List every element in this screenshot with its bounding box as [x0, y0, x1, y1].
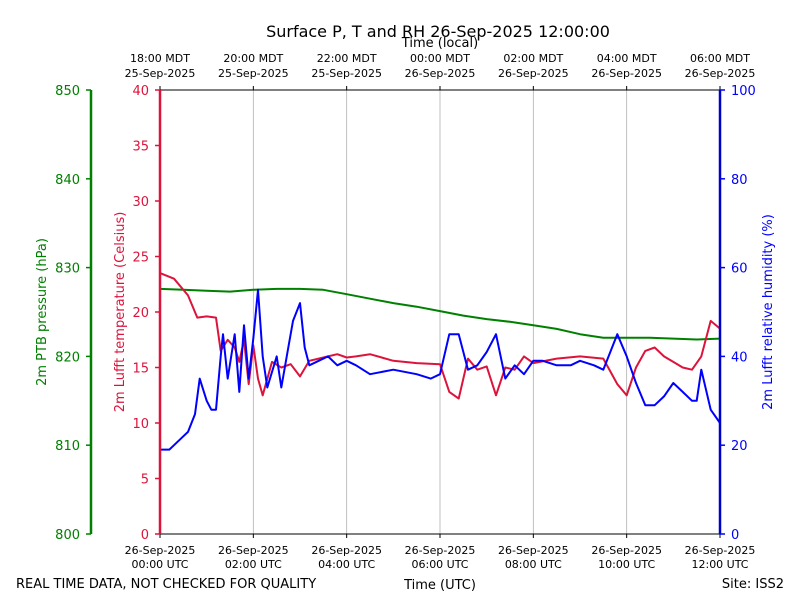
x-tick-label-time: 10:00 UTC [598, 558, 655, 571]
x-tick-label-time: 08:00 UTC [505, 558, 562, 571]
humidity-tick-label: 20 [731, 439, 748, 454]
x-tick-label-date: 26-Sep-2025 [498, 544, 569, 557]
temperature-tick-label: 15 [132, 362, 149, 377]
x-tick-label-time: 04:00 UTC [318, 558, 375, 571]
top-tick-label-time: 20:00 MDT [223, 52, 283, 65]
temperature-tick-label: 5 [141, 473, 149, 488]
temperature-tick-label: 0 [141, 528, 149, 543]
temperature-tick-label: 10 [132, 417, 149, 432]
humidity-tick-label: 100 [731, 84, 756, 99]
temperature-tick-label: 30 [132, 195, 149, 210]
top-tick-label-time: 22:00 MDT [317, 52, 377, 65]
x-tick-label-time: 02:00 UTC [225, 558, 282, 571]
site-label: Site: ISS2 [722, 577, 784, 592]
x-tick-label-time: 12:00 UTC [691, 558, 748, 571]
series-layer [159, 272, 721, 451]
top-tick-label-time: 06:00 MDT [690, 52, 750, 65]
humidity-tick-label: 80 [731, 173, 748, 188]
pressure-axis-label: 2m PTB pressure (hPa) [35, 238, 50, 386]
chart-title: Surface P, T and RH 26-Sep-2025 12:00:00 [266, 22, 610, 41]
x-tick-label-date: 26-Sep-2025 [591, 544, 662, 557]
top-tick-label-time: 04:00 MDT [597, 52, 657, 65]
x-tick-label-date: 26-Sep-2025 [311, 544, 382, 557]
top-tick-label-date: 25-Sep-2025 [125, 67, 196, 80]
humidity-axis-label: 2m Lufft relative humidity (%) [761, 214, 776, 410]
top-axis-label: Time (local) [401, 36, 478, 51]
top-tick-label-time: 18:00 MDT [130, 52, 190, 65]
pressure-tick-label: 850 [55, 84, 80, 99]
x-tick-label-time: 00:00 UTC [131, 558, 188, 571]
x-tick-label-date: 26-Sep-2025 [218, 544, 289, 557]
x-axis-label: Time (UTC) [403, 578, 476, 593]
temperature-axis-label: 2m Lufft temperature (Celsius) [113, 212, 128, 413]
top-tick-label-date: 25-Sep-2025 [218, 67, 289, 80]
temperature-tick-label: 35 [132, 140, 149, 155]
x-tick-label-date: 26-Sep-2025 [685, 544, 756, 557]
pressure-tick-label: 810 [55, 439, 80, 454]
top-tick-label-date: 26-Sep-2025 [591, 67, 662, 80]
x-tick-label-time: 06:00 UTC [411, 558, 468, 571]
pressure-series-line [159, 287, 721, 341]
pressure-tick-label: 800 [55, 528, 80, 543]
temperature-series-line [159, 272, 721, 400]
quality-note: REAL TIME DATA, NOT CHECKED FOR QUALITY [16, 577, 316, 592]
top-tick-label-date: 26-Sep-2025 [685, 67, 756, 80]
humidity-series-line [160, 288, 721, 451]
x-tick-label-date: 26-Sep-2025 [405, 544, 476, 557]
pressure-tick-label: 840 [55, 173, 80, 188]
humidity-tick-label: 60 [731, 262, 748, 277]
humidity-tick-label: 40 [731, 350, 748, 365]
top-tick-label-date: 25-Sep-2025 [311, 67, 382, 80]
humidity-tick-label: 0 [731, 528, 739, 543]
top-tick-label-time: 02:00 MDT [503, 52, 563, 65]
temperature-tick-label: 40 [132, 84, 149, 99]
temperature-tick-label: 20 [132, 306, 149, 321]
top-tick-label-date: 26-Sep-2025 [405, 67, 476, 80]
top-tick-label-time: 00:00 MDT [410, 52, 470, 65]
pressure-tick-label: 820 [55, 350, 80, 365]
x-tick-label-date: 26-Sep-2025 [125, 544, 196, 557]
temperature-tick-label: 25 [132, 251, 149, 266]
pressure-tick-label: 830 [55, 262, 80, 277]
top-tick-label-date: 26-Sep-2025 [498, 67, 569, 80]
